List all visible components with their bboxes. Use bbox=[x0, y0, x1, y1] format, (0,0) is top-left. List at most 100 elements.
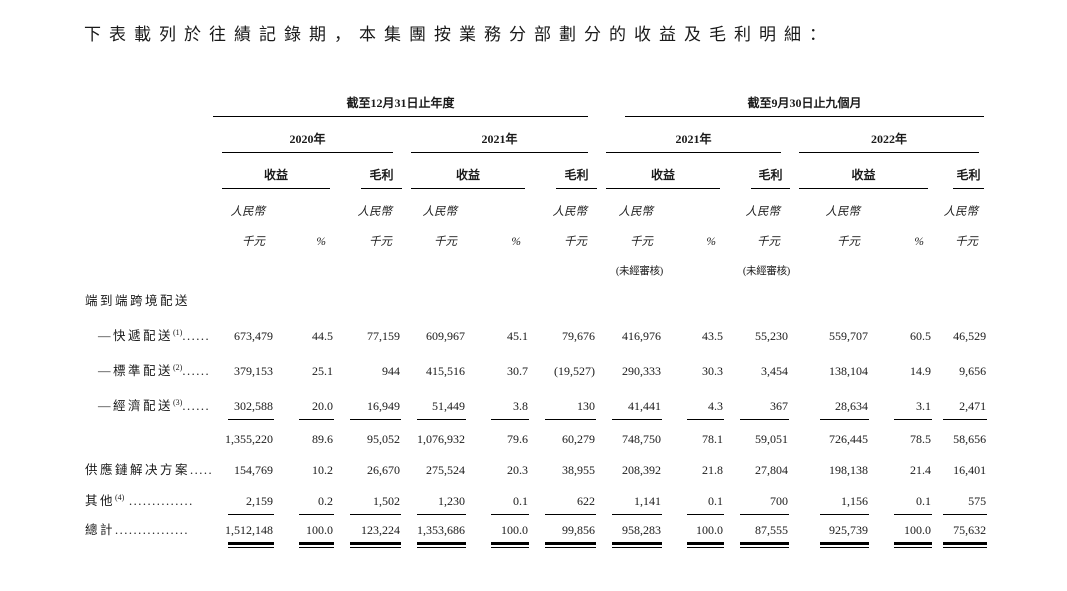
row-label bbox=[85, 420, 213, 453]
footnote-ref: (1) bbox=[173, 327, 183, 337]
revenue-grossprofit-header-row: 收益 毛利 收益 毛利 收益 毛利 bbox=[85, 153, 988, 189]
currency-unit-header: 人民幣 千元 bbox=[825, 206, 861, 248]
value-cell: 130 bbox=[530, 385, 597, 420]
table-row: —快遞配送(1)...... 673,479 44.5 77,159 609,967 45… bbox=[85, 315, 988, 350]
currency-unit-header: 人民幣 千元 bbox=[552, 206, 588, 248]
value-cell bbox=[467, 285, 530, 315]
value-cell bbox=[213, 285, 275, 315]
value-cell: 59,051 bbox=[755, 432, 789, 446]
row-label: 其他(4) .............. bbox=[85, 492, 194, 508]
value-cell: 367 bbox=[725, 385, 790, 420]
value-cell: 1,076,932 bbox=[417, 432, 465, 446]
value-cell: 1,502 bbox=[335, 484, 402, 515]
gross-profit-header: 毛利 bbox=[933, 153, 988, 189]
revenue-label: 收益 bbox=[222, 166, 330, 189]
value-cell: 1,355,220 bbox=[225, 432, 273, 446]
value-cell: 10.2 bbox=[312, 463, 333, 477]
value-cell: 416,976 bbox=[622, 329, 662, 343]
period-group-nine-months-label: 截至9月30日止九個月 bbox=[625, 94, 985, 117]
year-2021: 2021年 bbox=[402, 117, 597, 153]
value-cell: 925,739 bbox=[790, 515, 870, 548]
value-cell: 609,967 bbox=[426, 329, 465, 343]
value-cell: 20.3 bbox=[507, 463, 528, 477]
value-cell: 30.3 bbox=[702, 364, 724, 378]
value-cell: 3.1 bbox=[870, 385, 933, 420]
value-cell: 38,955 bbox=[562, 463, 596, 477]
gross-profit-label: 毛利 bbox=[361, 166, 402, 189]
table-row: 端到端跨境配送 bbox=[85, 285, 988, 315]
year-2020: 2020年 bbox=[213, 117, 402, 153]
value-cell: 14.9 bbox=[910, 364, 932, 378]
value-cell: 99,856 bbox=[530, 515, 597, 548]
revenue-label: 收益 bbox=[799, 166, 929, 189]
value-cell: 51,449 bbox=[402, 385, 467, 420]
value-cell: 16,949 bbox=[335, 385, 402, 420]
value-cell: 20.0 bbox=[275, 385, 335, 420]
value-cell: 575 bbox=[933, 484, 988, 515]
value-cell: 43.5 bbox=[702, 329, 724, 343]
value-cell: 726,445 bbox=[829, 432, 869, 446]
value-cell: 44.5 bbox=[312, 329, 333, 343]
value-cell: 1,353,686 bbox=[402, 515, 467, 548]
value-cell: 154,769 bbox=[234, 463, 273, 477]
spacer-cell bbox=[85, 90, 213, 117]
year-label: 2022年 bbox=[799, 130, 980, 153]
value-cell bbox=[790, 285, 870, 315]
currency-unit-header: 人民幣 千元 (未經審核) bbox=[725, 189, 791, 285]
value-cell: 45.1 bbox=[507, 329, 528, 343]
row-label: —經濟配送(3)...... bbox=[98, 397, 211, 413]
unit-header-row: 人民幣 千元% 人民幣 千元 人民幣 千元% 人民幣 千元 人民幣 千元 (未經審核)% 人民幣 千元(… bbox=[85, 189, 988, 285]
value-cell: 21.4 bbox=[910, 463, 932, 477]
value-cell: 1,512,148 bbox=[213, 515, 275, 548]
value-cell: 87,555 bbox=[725, 515, 790, 548]
period-group-annual: 截至12月31日止年度 bbox=[213, 90, 597, 117]
revenue-label: 收益 bbox=[606, 166, 721, 189]
gross-profit-header: 毛利 bbox=[335, 153, 402, 189]
year-label: 2021年 bbox=[606, 130, 782, 153]
table-row: —經濟配送(3)...... 302,588 20.0 16,949 51,449 3.8… bbox=[85, 385, 988, 420]
value-cell: 559,707 bbox=[829, 329, 869, 343]
value-cell bbox=[275, 285, 335, 315]
value-cell: 1,141 bbox=[597, 484, 663, 515]
value-cell bbox=[402, 285, 467, 315]
spacer-cell bbox=[85, 117, 213, 153]
value-cell: 290,333 bbox=[622, 364, 662, 378]
revenue-label: 收益 bbox=[411, 166, 525, 189]
value-cell: 3.8 bbox=[467, 385, 530, 420]
currency-unit-header: 人民幣 千元 bbox=[230, 206, 266, 248]
value-cell: 100.0 bbox=[870, 515, 933, 548]
year-label: 2020年 bbox=[222, 130, 393, 153]
value-cell: 415,516 bbox=[426, 364, 465, 378]
value-cell: 16,401 bbox=[953, 463, 987, 477]
row-label: 總計................ bbox=[85, 523, 190, 537]
table-row: 其他(4) .............. 2,159 0.2 1,502 1,230 0.… bbox=[85, 484, 988, 515]
table-row: 1,355,220 89.6 95,052 1,076,932 79.6 60,279 74… bbox=[85, 420, 988, 453]
value-cell: 60,279 bbox=[562, 432, 596, 446]
currency-unit-header: 人民幣 千元 bbox=[943, 206, 979, 248]
value-cell: 46,529 bbox=[953, 329, 987, 343]
value-cell: 2,471 bbox=[933, 385, 988, 420]
value-cell: 79.6 bbox=[507, 432, 528, 446]
value-cell: 138,104 bbox=[829, 364, 869, 378]
currency-unit-header: 人民幣 千元 bbox=[422, 206, 458, 248]
footnote-ref: (4) bbox=[115, 492, 125, 502]
value-cell: 41,441 bbox=[597, 385, 663, 420]
revenue-header: 收益 bbox=[213, 153, 335, 189]
value-cell: 0.1 bbox=[870, 484, 933, 515]
value-cell: 27,804 bbox=[755, 463, 789, 477]
value-cell: 55,230 bbox=[755, 329, 789, 343]
value-cell bbox=[663, 285, 725, 315]
value-cell: 28,634 bbox=[790, 385, 870, 420]
value-cell: 21.8 bbox=[702, 463, 724, 477]
value-cell: 3,454 bbox=[761, 364, 789, 378]
value-cell: 77,159 bbox=[367, 329, 400, 343]
value-cell: 1,156 bbox=[790, 484, 870, 515]
footnote-ref: (2) bbox=[173, 362, 183, 372]
revenue-header: 收益 bbox=[790, 153, 933, 189]
value-cell: 944 bbox=[382, 364, 400, 378]
value-cell: 302,588 bbox=[213, 385, 275, 420]
value-cell: 275,524 bbox=[426, 463, 465, 477]
unaudited-note: (未經審核) bbox=[615, 266, 664, 277]
year-2021-nine-months: 2021年 bbox=[597, 117, 790, 153]
dot-leader: ...... bbox=[182, 399, 211, 413]
